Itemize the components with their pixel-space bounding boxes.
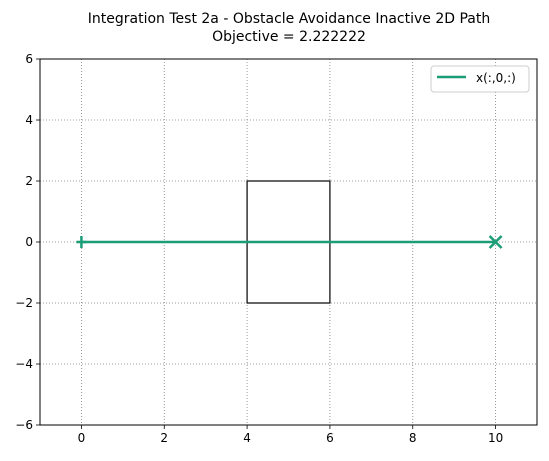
legend: x(:,0,:) bbox=[430, 65, 530, 93]
y-tick-label: 2 bbox=[25, 174, 33, 188]
y-tick-label: −2 bbox=[15, 296, 33, 310]
x-tick-label: 6 bbox=[326, 431, 334, 445]
y-axis-ticks: −6 −4 −2 0 2 4 6 bbox=[15, 52, 40, 432]
y-tick-label: 4 bbox=[25, 113, 33, 127]
legend-box bbox=[430, 65, 530, 93]
chart-title-line1: Integration Test 2a - Obstacle Avoidance… bbox=[88, 11, 490, 27]
y-tick-label: −4 bbox=[15, 357, 33, 371]
series-group bbox=[76, 235, 503, 249]
x-tick-label: 2 bbox=[160, 431, 168, 445]
x-tick-label: 8 bbox=[409, 431, 417, 445]
chart-title-line2: Objective = 2.222222 bbox=[212, 29, 366, 45]
y-tick-label: −6 bbox=[15, 418, 33, 432]
x-axis-ticks: 0 2 4 6 8 10 bbox=[78, 425, 503, 445]
end-marker bbox=[488, 235, 503, 249]
y-tick-label: 6 bbox=[25, 52, 33, 66]
y-tick-label: 0 bbox=[25, 235, 33, 249]
x-tick-label: 0 bbox=[78, 431, 86, 445]
x-tick-label: 4 bbox=[243, 431, 251, 445]
start-marker bbox=[76, 236, 87, 248]
legend-label: x(:,0,:) bbox=[476, 71, 516, 85]
x-tick-label: 10 bbox=[488, 431, 503, 445]
